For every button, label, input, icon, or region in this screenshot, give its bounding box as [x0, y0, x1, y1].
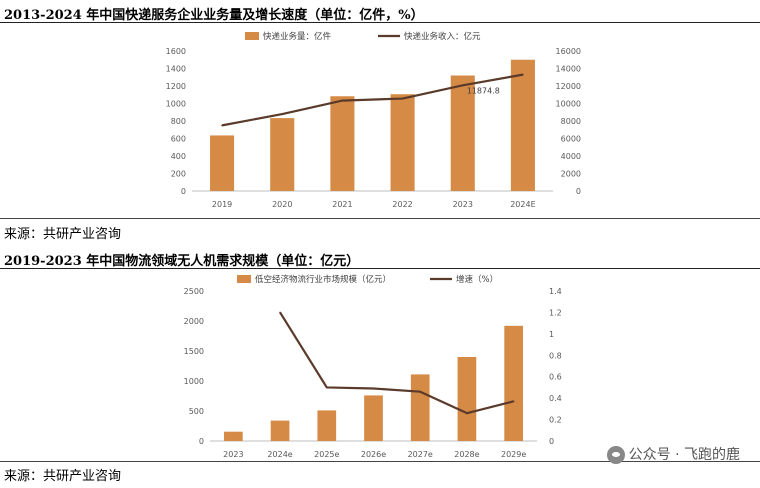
- chart1-svg: 0200400600800100012001400160002000400060…: [166, 31, 581, 209]
- chart1-line-point: [221, 124, 223, 127]
- chart2-right-tick-label: 0.4: [549, 394, 562, 403]
- chart2-left-tick-label: 2000: [184, 317, 204, 326]
- chart2-bar: [364, 395, 383, 441]
- chart2-category-label: 2025e: [314, 450, 339, 459]
- chart2-left-tick-label: 1500: [184, 347, 204, 356]
- chart1-bar: [390, 94, 415, 191]
- chart1-data-label: 11874.8: [467, 86, 500, 95]
- wechat-logo-icon: [606, 446, 625, 464]
- watermark-text: 公众号 · 飞跑的鹿: [628, 447, 740, 463]
- chart1-left-tick-label: 800: [171, 117, 186, 126]
- chart2-left-tick-label: 0: [199, 437, 204, 446]
- chart2-category-label: 2024e: [267, 450, 292, 459]
- chart2-bar: [317, 410, 337, 441]
- chart1-category-label: 2020: [272, 200, 292, 209]
- chart1-category-label: 2023: [453, 200, 473, 209]
- chart2-category-label: 2028e: [454, 450, 479, 459]
- chart2-bottom-rule: [0, 461, 760, 462]
- chart2-left-tick-label: 500: [189, 407, 204, 416]
- chart2-line-point: [279, 311, 281, 314]
- chart2-bar: [224, 431, 243, 441]
- chart1-left-tick-label: 1200: [166, 82, 186, 91]
- chart2-line-point: [325, 386, 328, 389]
- chart2-left-tick-label: 2500: [184, 287, 204, 296]
- chart1-legend-bar-label: 快递业务量：亿件: [263, 31, 332, 42]
- chart1-left-tick-label: 400: [171, 152, 186, 161]
- chart1-left-tick-label: 1600: [166, 47, 186, 56]
- watermark: 公众号 · 飞跑的鹿: [606, 444, 740, 464]
- chart2-line-point: [466, 412, 468, 414]
- chart2-right-tick-label: 1.4: [549, 287, 562, 296]
- chart1-left-tick-label: 1400: [166, 65, 186, 74]
- chart1-left-tick-label: 0: [181, 187, 186, 196]
- chart1-line-point: [281, 113, 284, 115]
- chart2-left-tick-label: 1000: [184, 377, 204, 386]
- chart2-legend-bar-swatch: [237, 275, 251, 283]
- chart1-category-label: 2024E: [510, 200, 535, 209]
- chart2-right-tick-label: 0.6: [549, 373, 562, 382]
- chart2-svg: 0 500 1000 1500 2000 2500 0 0.2 0.4 0.6 0.8 1 1.2 1.4…: [184, 274, 562, 459]
- chart1-right-tick-label: 6000: [561, 135, 581, 144]
- chart2-right-tick-label: 0.8: [549, 351, 562, 360]
- chart1-title: 2013-2024 年中国快递服务企业业务量及增长速度（单位：亿件，%）: [4, 8, 424, 23]
- chart1-category-label: 2021: [332, 200, 352, 209]
- chart1-bar: [510, 59, 535, 191]
- chart2-line-point: [512, 400, 515, 403]
- chart1-legend-line-label: 快递业务收入：亿元: [404, 31, 481, 42]
- chart1-left-tick-label: 1000: [166, 100, 186, 109]
- chart2-right-tick-label: 0.2: [549, 416, 562, 425]
- chart1-right-tick-label: 14000: [556, 65, 581, 74]
- chart1-line-point: [401, 97, 404, 100]
- chart2-category-label: 2026e: [361, 450, 386, 459]
- chart1-line-point: [341, 99, 344, 102]
- chart1-bar: [210, 135, 235, 191]
- chart2-bar: [410, 374, 430, 441]
- chart2-source: 来源：共研产业咨询: [4, 469, 122, 484]
- chart1-source: 来源：共研产业咨询: [4, 227, 122, 242]
- chart2-legend-bar-label: 低空经济物流行业市场规模（亿元）: [255, 274, 391, 285]
- chart2-bar: [504, 325, 523, 441]
- chart1-right-tick-label: 0: [576, 187, 581, 196]
- chart2-line-point: [419, 390, 422, 393]
- chart1-category-label: 2022: [392, 200, 412, 209]
- chart1-right-tick-label: 2000: [561, 170, 581, 179]
- chart2-line-point: [372, 387, 375, 390]
- chart1-right-tick-label: 16000: [556, 47, 581, 56]
- chart1-left-tick-label: 200: [171, 170, 186, 179]
- chart1-right-tick-label: 12000: [556, 82, 581, 91]
- chart1-bottom-rule: [0, 218, 760, 219]
- chart1-title-rule: [0, 22, 760, 23]
- chart2-category-label: 2027e: [408, 450, 433, 459]
- chart1-bar: [450, 75, 475, 191]
- chart2-title: 2019-2023 年中国物流领域无人机需求规模（单位：亿元）: [4, 254, 360, 269]
- chart1-left-tick-label: 600: [171, 135, 186, 144]
- chart1-category-label: 2019: [212, 200, 232, 209]
- chart1-series-line: [221, 73, 524, 127]
- chart2-bar: [457, 357, 477, 441]
- chart2-legend-line-label: 增速（%）: [456, 274, 498, 285]
- chart2-bar: [270, 420, 290, 441]
- chart2-right-tick-label: 1: [549, 330, 554, 339]
- chart2-series-line: [279, 311, 514, 415]
- chart1-bar: [270, 118, 295, 191]
- chart1-bar: [330, 96, 355, 191]
- chart2-category-label: 2023: [223, 450, 243, 459]
- chart2-right-tick-label: 1.2: [549, 308, 562, 317]
- chart2-title-rule: [0, 268, 760, 269]
- chart2-category-label: 2029e: [501, 450, 526, 459]
- chart1-right-tick-label: 8000: [561, 117, 581, 126]
- chart2-right-tick-label: 0: [549, 437, 554, 446]
- chart1-right-tick-label: 10000: [556, 100, 581, 109]
- chart1-legend-bar-swatch: [245, 32, 259, 40]
- chart1-right-tick-label: 4000: [561, 152, 581, 161]
- chart1-line-point: [461, 84, 464, 87]
- chart1-line-point: [522, 73, 524, 76]
